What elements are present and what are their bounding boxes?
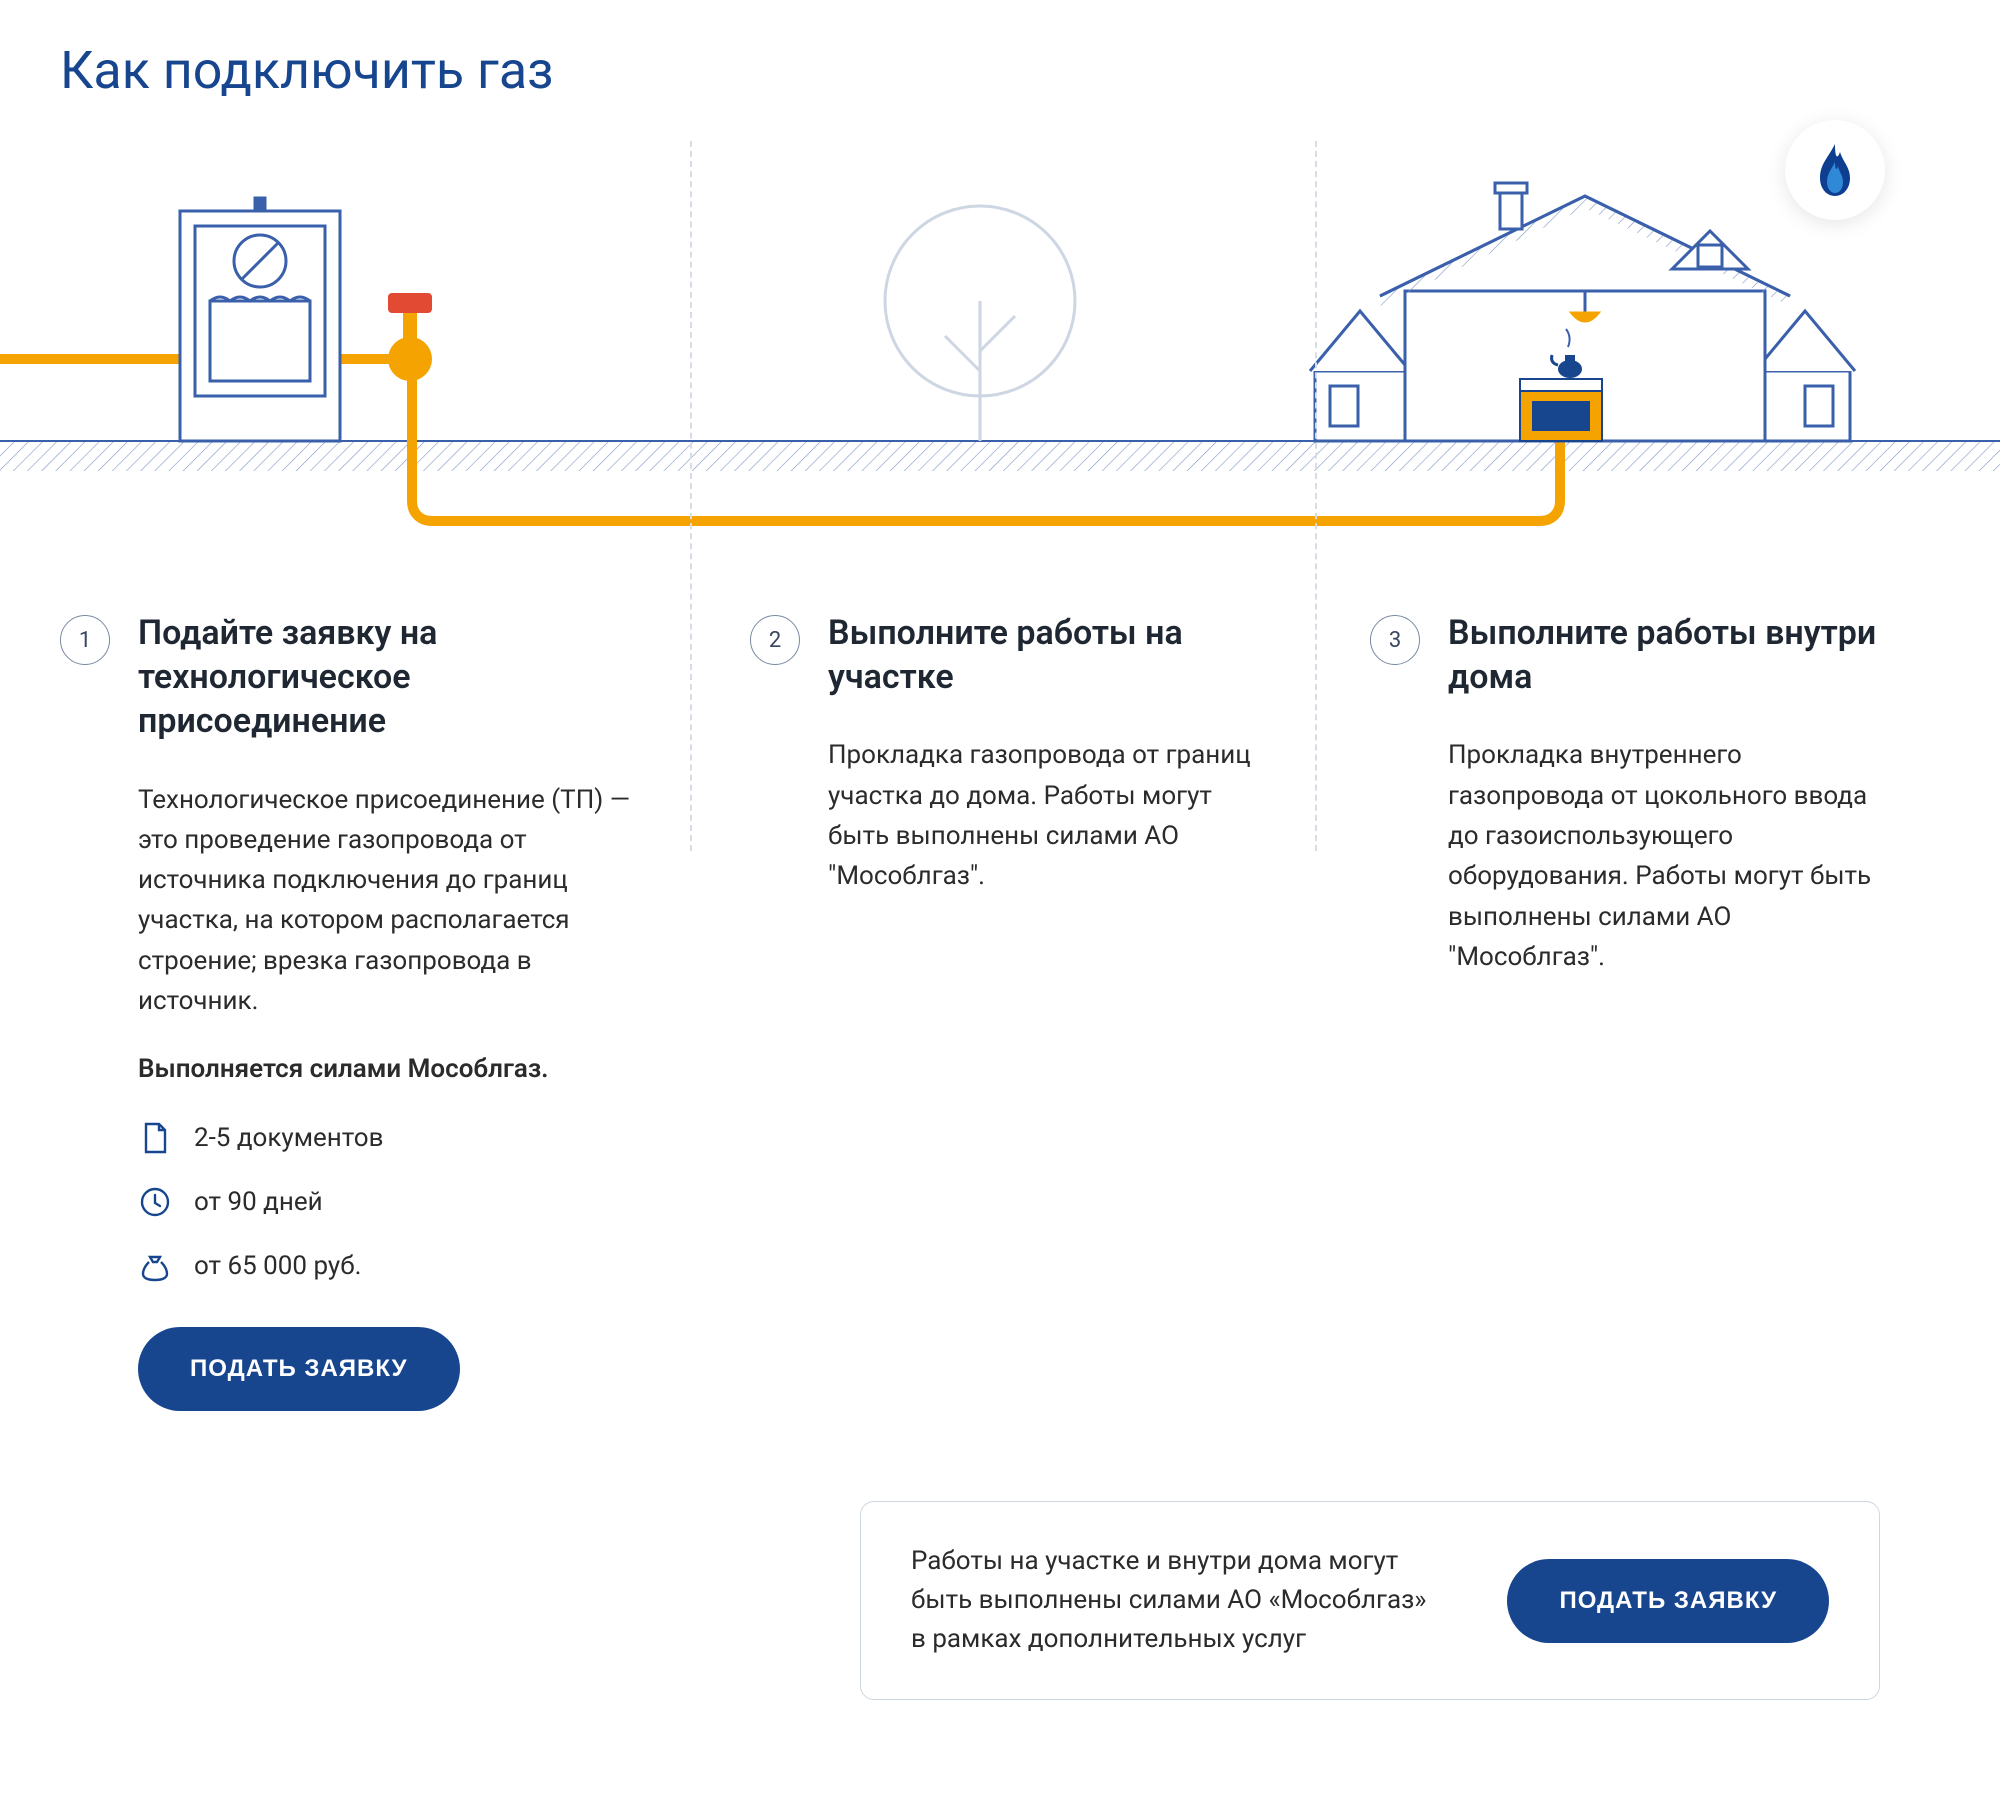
callout-text: Работы на участке и внутри дома могут бы… <box>911 1542 1447 1659</box>
fact-price: от 65 000 руб. <box>138 1246 650 1286</box>
illustration <box>60 141 1940 491</box>
fact-docs: 2-5 документов <box>138 1118 650 1158</box>
page-title: Как подключить газ <box>60 40 1940 101</box>
step-body-text: Технологическое присоединение (ТП) — это… <box>138 780 650 1022</box>
step-title: Выполните работы на участке <box>828 611 1270 699</box>
fact-text: от 65 000 руб. <box>194 1246 361 1286</box>
callout-submit-button[interactable]: ПОДАТЬ ЗАЯВКУ <box>1507 1559 1829 1643</box>
fact-text: от 90 дней <box>194 1182 323 1222</box>
callout-box: Работы на участке и внутри дома могут бы… <box>860 1501 1880 1700</box>
fact-text: 2-5 документов <box>194 1118 383 1158</box>
fact-time: от 90 дней <box>138 1182 650 1222</box>
steps-row: 1 Подайте заявку на технологическое прис… <box>60 611 1940 1411</box>
step-body-text: Прокладка газопровода от границ участка … <box>828 735 1270 896</box>
step-number: 1 <box>60 615 110 665</box>
fact-list: 2-5 документов от 90 дней от 65 000 руб. <box>138 1118 650 1287</box>
step-title: Выполните работы внутри дома <box>1448 611 1890 699</box>
submit-application-button[interactable]: ПОДАТЬ ЗАЯВКУ <box>138 1327 460 1411</box>
money-bag-icon <box>138 1249 172 1283</box>
step-body-text: Прокладка внутреннего газопровода от цок… <box>1448 735 1890 977</box>
document-icon <box>138 1121 172 1155</box>
step-title: Подайте заявку на технологическое присое… <box>138 611 650 744</box>
step-strong-text: Выполняется силами Мособлгаз. <box>138 1049 650 1089</box>
step-number: 2 <box>750 615 800 665</box>
step-number: 3 <box>1370 615 1420 665</box>
step-3: 3 Выполните работы внутри дома Прокладка… <box>1320 611 1940 1411</box>
step-2: 2 Выполните работы на участке Прокладка … <box>700 611 1320 1411</box>
clock-icon <box>138 1185 172 1219</box>
step-1: 1 Подайте заявку на технологическое прис… <box>60 611 700 1411</box>
